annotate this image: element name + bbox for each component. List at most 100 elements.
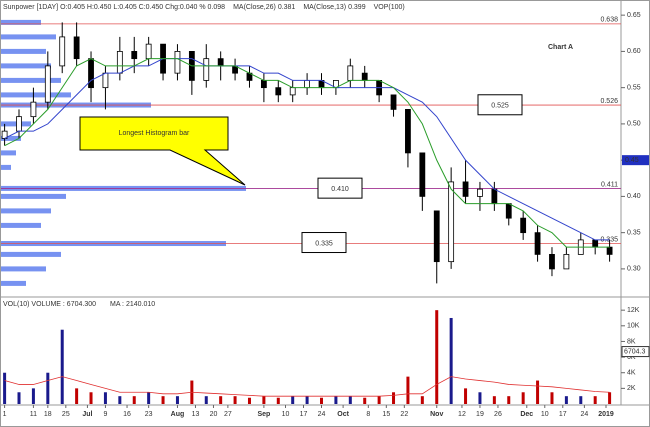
volume-profile-bar xyxy=(1,63,51,69)
annotation-label: 0.525 xyxy=(491,103,509,110)
x-tick-label: 26 xyxy=(494,411,502,418)
volume-bar xyxy=(593,396,597,404)
candle-body xyxy=(260,80,267,89)
x-tick-label: 13 xyxy=(192,411,200,418)
x-tick-label: 8 xyxy=(366,411,370,418)
x-tick-label: Oct xyxy=(337,411,349,418)
x-tick-label: 27 xyxy=(224,411,232,418)
volume-bar xyxy=(305,396,309,404)
y-tick-label: 12K xyxy=(627,307,640,314)
volume-bar xyxy=(377,396,381,404)
volume-profile-bar xyxy=(1,251,61,257)
volume-bar xyxy=(175,396,179,404)
candle-body xyxy=(592,239,599,248)
candle-body xyxy=(275,87,282,96)
level-label: 0.526 xyxy=(600,98,618,105)
volume-bar xyxy=(334,396,338,404)
volume-bar xyxy=(521,392,525,404)
volume-bar xyxy=(536,380,540,404)
last-volume-label: 6704.3 xyxy=(624,348,646,355)
candle-body xyxy=(44,65,51,103)
volume-profile-bar xyxy=(1,150,16,156)
header-text: Sunpower [1DAY] O:0.405 H:0.450 L:0.405 … xyxy=(3,4,225,11)
y-tick-label: 0.65 xyxy=(627,12,641,19)
x-tick-label: 23 xyxy=(145,411,153,418)
annotation-label: 0.335 xyxy=(315,240,333,247)
callout-text: Longest Histogram bar xyxy=(119,130,190,137)
volume-bar xyxy=(348,396,352,404)
header-text: MA(Close,26) 0.381 xyxy=(233,4,295,11)
volume-profile-bar xyxy=(1,121,31,127)
volume-bar xyxy=(262,396,266,404)
volume-profile-bar xyxy=(1,164,11,170)
candle-body xyxy=(59,36,66,67)
annotation-box xyxy=(301,232,347,254)
volume-bar xyxy=(75,388,79,404)
volume-bar xyxy=(60,329,64,404)
y-tick-label: 0.60 xyxy=(627,48,641,55)
candle-body xyxy=(405,109,411,154)
volume-header: MA : 2140.010 xyxy=(110,301,155,308)
volume-bar xyxy=(449,317,453,404)
last-volume-box xyxy=(621,346,650,358)
y-tick-label: 0.50 xyxy=(627,121,641,128)
volume-bar xyxy=(550,392,554,404)
volume-bar xyxy=(464,388,468,404)
volume-header: VOL(10) VOLUME : 6704.300 xyxy=(3,301,96,308)
header-text: MA(Close,13) 0.399 xyxy=(303,4,365,11)
x-tick-label: 10 xyxy=(282,411,290,418)
volume-bar xyxy=(89,392,93,404)
x-tick-label: 1 xyxy=(3,411,7,418)
x-tick-label: 16 xyxy=(123,411,131,418)
x-tick-label: 20 xyxy=(210,411,218,418)
volume-bar xyxy=(118,396,122,404)
volume-profile-bar xyxy=(1,266,46,272)
y-tick-label: 0.55 xyxy=(627,84,641,91)
x-tick-label: 25 xyxy=(62,411,70,418)
y-tick-label: 0.35 xyxy=(627,229,641,236)
volume-bar xyxy=(435,310,439,404)
candle-body xyxy=(448,181,455,263)
candle-body xyxy=(433,210,440,263)
volume-profile-bar xyxy=(1,135,21,141)
volume-bar xyxy=(579,396,583,404)
candle-body xyxy=(116,51,123,74)
volume-bar xyxy=(17,392,21,404)
x-tick-label: 15 xyxy=(382,411,390,418)
volume-bar xyxy=(276,397,280,404)
candle-body xyxy=(549,253,555,270)
candle-body xyxy=(505,203,512,219)
volume-bar xyxy=(132,396,136,404)
volume-bar xyxy=(247,397,251,404)
candle-body xyxy=(16,116,22,132)
callout-shape xyxy=(79,116,246,186)
x-tick-label: Sep xyxy=(257,411,270,418)
volume-bar xyxy=(46,372,50,404)
volume-profile-bar xyxy=(1,48,46,54)
y-tick-label: 8K xyxy=(627,338,636,345)
volume-bar xyxy=(161,396,165,404)
candle-body xyxy=(390,94,397,110)
x-tick-label: 17 xyxy=(559,411,567,418)
candle-body xyxy=(361,72,368,81)
x-tick-label: 10 xyxy=(541,411,549,418)
candle-body xyxy=(88,58,94,89)
x-tick-label: 12 xyxy=(458,411,466,418)
candle-body xyxy=(203,58,210,81)
candle-body xyxy=(174,51,181,74)
volume-bar xyxy=(608,392,612,404)
volume-bar xyxy=(31,388,35,404)
candle-body xyxy=(419,152,426,197)
volume-profile-bar xyxy=(1,280,26,286)
candle-body xyxy=(491,188,498,205)
x-tick-label: 22 xyxy=(400,411,408,418)
x-tick-label: Nov xyxy=(430,411,443,418)
volume-bar xyxy=(233,396,237,404)
ma-line xyxy=(4,58,610,248)
volume-bar xyxy=(219,396,223,404)
level-label: 0.638 xyxy=(600,17,618,24)
x-tick-label: 2019 xyxy=(598,411,614,418)
chart-label: Chart A xyxy=(548,44,573,51)
